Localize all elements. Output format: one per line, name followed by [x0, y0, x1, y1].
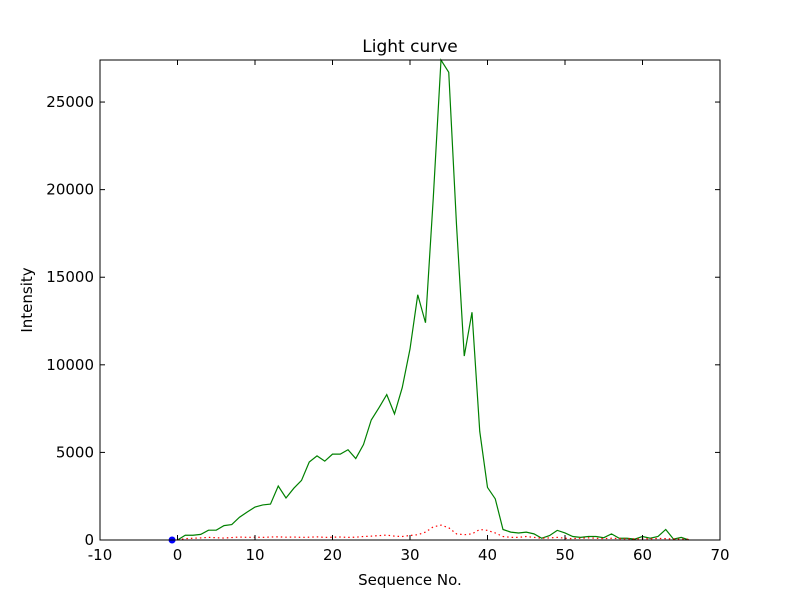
x-tick-label: 0 [173, 546, 183, 564]
plot-frame [99, 59, 721, 541]
x-tick-label: 20 [323, 546, 342, 564]
x-tick-label: 40 [478, 546, 497, 564]
y-tick-label: 10000 [46, 356, 94, 374]
chart-title: Light curve [362, 37, 457, 57]
y-tick-label: 25000 [46, 93, 94, 111]
x-tick-label: -10 [88, 546, 113, 564]
x-axis-ticks: -10 0 10 20 30 40 50 60 70 [88, 60, 730, 564]
x-axis-label: Sequence No. [358, 571, 462, 589]
y-axis-ticks: 0 5000 10000 15000 20000 25000 [46, 93, 720, 549]
x-tick-label: 70 [710, 546, 729, 564]
y-tick-label: 15000 [46, 268, 94, 286]
y-tick-label: 20000 [46, 181, 94, 199]
x-tick-label: 10 [245, 546, 264, 564]
series-0-line [177, 58, 690, 541]
y-tick-label: 0 [84, 531, 94, 549]
y-axis-label: Intensity [18, 267, 36, 332]
series-1-line [177, 524, 690, 541]
x-tick-label: 50 [555, 546, 574, 564]
plot-content [168, 58, 690, 544]
y-tick-label: 5000 [56, 443, 94, 461]
x-tick-label: 60 [633, 546, 652, 564]
x-tick-label: 30 [400, 546, 419, 564]
